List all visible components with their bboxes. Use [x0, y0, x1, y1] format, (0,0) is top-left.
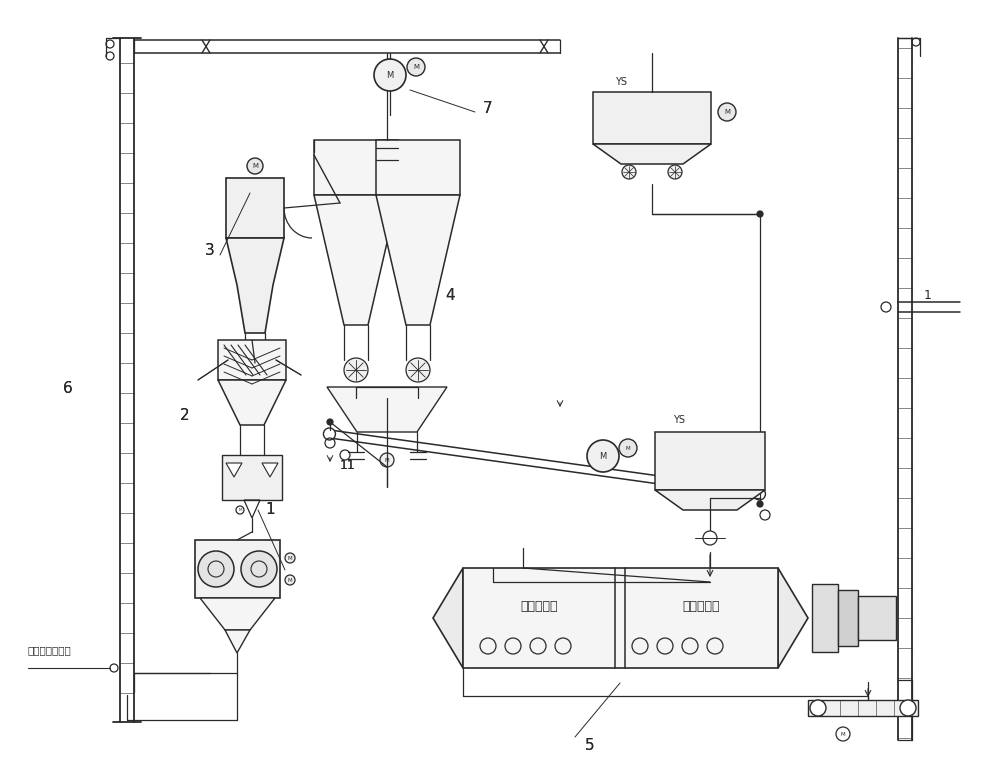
Text: 1: 1: [924, 289, 932, 302]
Circle shape: [374, 59, 406, 91]
Circle shape: [668, 165, 682, 179]
Polygon shape: [593, 144, 711, 164]
Text: M: M: [288, 578, 292, 583]
Text: M: M: [626, 445, 630, 451]
Text: 5: 5: [585, 738, 595, 753]
Polygon shape: [218, 380, 286, 425]
Circle shape: [241, 551, 277, 587]
Text: M: M: [238, 508, 242, 512]
Polygon shape: [226, 238, 284, 333]
Text: 6: 6: [63, 380, 73, 395]
Text: 陶瓷研磨体: 陶瓷研磨体: [520, 600, 558, 612]
Circle shape: [285, 553, 295, 563]
Circle shape: [380, 453, 394, 467]
Text: 7: 7: [483, 100, 493, 115]
Circle shape: [344, 358, 368, 382]
Polygon shape: [433, 568, 463, 668]
Text: 3: 3: [205, 242, 215, 257]
Text: 11: 11: [340, 459, 356, 471]
Text: 11: 11: [340, 459, 356, 471]
Bar: [838, 590, 858, 646]
Bar: [463, 568, 778, 668]
Circle shape: [753, 488, 765, 500]
Bar: [195, 540, 280, 598]
Polygon shape: [327, 387, 447, 432]
Text: M: M: [599, 452, 607, 460]
Circle shape: [587, 440, 619, 472]
Text: 4: 4: [445, 288, 455, 303]
Text: M: M: [252, 163, 258, 169]
Bar: [226, 178, 284, 238]
Polygon shape: [314, 195, 398, 325]
Text: M: M: [288, 556, 292, 561]
Bar: [593, 92, 711, 144]
Bar: [376, 140, 460, 195]
Text: M: M: [385, 458, 389, 463]
Text: 来自水泥配料站: 来自水泥配料站: [28, 645, 72, 655]
Circle shape: [327, 419, 333, 425]
Circle shape: [900, 700, 916, 716]
Circle shape: [406, 358, 430, 382]
Polygon shape: [655, 490, 765, 510]
Text: 3: 3: [205, 242, 215, 257]
Bar: [858, 596, 896, 640]
Circle shape: [619, 439, 637, 457]
Text: 7: 7: [483, 100, 493, 115]
Polygon shape: [200, 598, 275, 630]
Circle shape: [323, 428, 335, 440]
Bar: [808, 700, 918, 716]
Bar: [655, 432, 765, 490]
Text: 1: 1: [265, 503, 275, 517]
Polygon shape: [226, 463, 242, 477]
Circle shape: [622, 165, 636, 179]
Polygon shape: [225, 630, 250, 653]
Text: 6: 6: [63, 380, 73, 395]
Text: M: M: [724, 109, 730, 115]
Bar: [314, 140, 398, 195]
Text: M: M: [413, 64, 419, 70]
Bar: [222, 455, 282, 500]
Text: 陶瓷研磨体: 陶瓷研磨体: [682, 600, 720, 612]
Circle shape: [757, 501, 763, 507]
Circle shape: [285, 575, 295, 585]
Polygon shape: [376, 195, 460, 325]
Bar: [218, 340, 286, 380]
Circle shape: [407, 58, 425, 76]
Text: YS: YS: [615, 77, 627, 87]
Text: 2: 2: [180, 408, 190, 423]
Text: M: M: [386, 71, 394, 79]
Circle shape: [810, 700, 826, 716]
Text: 1: 1: [265, 503, 275, 517]
Text: M: M: [841, 731, 845, 736]
Text: YS: YS: [673, 415, 685, 425]
Text: 4: 4: [445, 288, 455, 303]
Circle shape: [247, 158, 263, 174]
Text: 5: 5: [585, 738, 595, 753]
Bar: [812, 584, 838, 652]
Polygon shape: [262, 463, 278, 477]
Text: 2: 2: [180, 408, 190, 423]
Polygon shape: [778, 568, 808, 668]
Circle shape: [718, 103, 736, 121]
Circle shape: [757, 211, 763, 217]
Circle shape: [198, 551, 234, 587]
